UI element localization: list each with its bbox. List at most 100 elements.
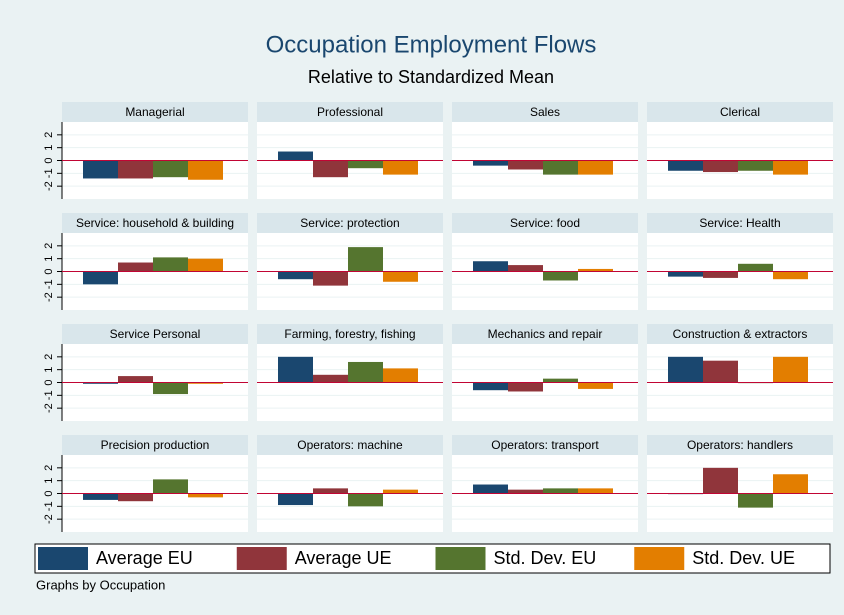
panel-header (647, 435, 833, 455)
bar (543, 378, 578, 383)
bar (773, 356, 808, 383)
y-tick-label: -2 (43, 514, 55, 524)
bar (543, 271, 578, 281)
bar (773, 160, 808, 175)
panel-header (257, 435, 443, 455)
bar (118, 376, 153, 383)
panel-header (62, 324, 248, 344)
panel-title: Service: food (510, 216, 580, 230)
y-tick-label: -2 (43, 403, 55, 413)
bar (473, 382, 508, 391)
note: Graphs by Occupation (36, 577, 165, 592)
panel-title: Professional (317, 105, 383, 119)
bar (278, 493, 313, 506)
panel-title: Mechanics and repair (488, 327, 603, 341)
panel-header (647, 102, 833, 122)
bar (773, 271, 808, 280)
bar (473, 484, 508, 494)
bar (473, 261, 508, 272)
y-tick-label: -1 (43, 390, 55, 400)
bar (578, 268, 613, 272)
bar (348, 493, 383, 507)
panel-header (62, 435, 248, 455)
chart-subtitle: Relative to Standardized Mean (308, 67, 554, 87)
panel-title: Operators: handlers (687, 438, 793, 452)
legend-label: Average UE (295, 548, 392, 568)
y-tick-label: 1 (43, 478, 55, 484)
y-tick-label: 0 (43, 490, 55, 496)
bar (313, 160, 348, 178)
y-tick-label: 1 (43, 145, 55, 151)
bar (83, 382, 118, 384)
panel-title: Service: household & building (76, 216, 234, 230)
bar (668, 356, 703, 383)
bar (703, 271, 738, 278)
bar (188, 493, 223, 498)
bar (508, 489, 543, 494)
panel-title: Managerial (125, 105, 184, 119)
bar (83, 271, 118, 285)
y-tick-label: 1 (43, 256, 55, 262)
y-tick-label: -2 (43, 181, 55, 191)
bar (508, 382, 543, 392)
y-tick-label: 2 (43, 465, 55, 471)
panel-title: Clerical (720, 105, 760, 119)
panel-title: Construction & extractors (673, 327, 808, 341)
bar (543, 488, 578, 494)
bar (348, 361, 383, 383)
bar (383, 368, 418, 383)
y-tick-label: 0 (43, 268, 55, 274)
panel-header (452, 213, 638, 233)
bar (278, 151, 313, 161)
bar (153, 382, 188, 395)
y-tick-label: -1 (43, 168, 55, 178)
bar (703, 360, 738, 383)
bar (383, 271, 418, 282)
bar (153, 160, 188, 178)
bar (278, 356, 313, 383)
bar (383, 160, 418, 175)
y-tick-label: 2 (43, 132, 55, 138)
bar (773, 474, 808, 494)
bar (313, 271, 348, 286)
bar (668, 271, 703, 277)
bar (188, 258, 223, 272)
panel-header (62, 102, 248, 122)
bar (313, 488, 348, 494)
bar (188, 382, 223, 384)
legend-label: Std. Dev. EU (494, 548, 597, 568)
y-tick-label: -1 (43, 279, 55, 289)
panel-title: Service: Health (699, 216, 780, 230)
legend-swatch (38, 547, 88, 570)
bar (543, 160, 578, 175)
panel-header (257, 324, 443, 344)
legend-label: Average EU (96, 548, 193, 568)
legend-swatch (236, 547, 287, 570)
bar (313, 374, 348, 383)
bar (118, 262, 153, 272)
chart-title: Occupation Employment Flows (266, 31, 597, 58)
legend-label: Std. Dev. UE (692, 548, 795, 568)
bar (118, 493, 153, 502)
bar (738, 263, 773, 272)
bar (508, 265, 543, 272)
panel-title: Sales (530, 105, 560, 119)
panel-header (257, 213, 443, 233)
panel-header (452, 102, 638, 122)
panel-title: Operators: transport (491, 438, 599, 452)
legend-swatch (634, 547, 685, 570)
bar (188, 160, 223, 180)
bar (738, 160, 773, 171)
panel-header (647, 324, 833, 344)
bar (668, 160, 703, 171)
bar (578, 160, 613, 175)
panel-title: Operators: machine (297, 438, 403, 452)
legend-box (34, 543, 831, 574)
bar (473, 160, 508, 166)
panel-title: Service: protection (300, 216, 399, 230)
bar (153, 479, 188, 494)
y-tick-label: -2 (43, 292, 55, 302)
y-tick-label: -1 (43, 501, 55, 511)
y-tick-label: 0 (43, 157, 55, 163)
